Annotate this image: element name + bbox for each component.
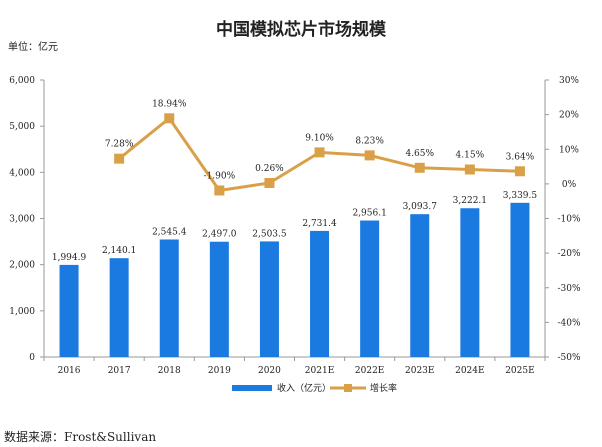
growth-line: 7.28% 18.94% -1.90% 0.26% 9.10% 8.23% 4.65% 4.1… [105,99,535,196]
bar-value-label: 2,497.0 [202,230,237,240]
legend-bar-label: 收入（亿元） [277,382,331,394]
bar [159,239,179,357]
right-tick-label: 10% [559,145,579,155]
axes: 0 1,000 2,000 3,000 4,000 5,000 6,000 -50% -40% -… [9,76,581,376]
bar-value-label: 2,731.4 [302,219,337,229]
growth-value-label: 9.10% [305,133,334,143]
right-tick-label: -40% [557,318,580,328]
left-tick-label: 3,000 [9,215,35,225]
bar-value-label: 3,222.1 [453,196,487,206]
growth-point [314,147,325,158]
bar [209,241,229,357]
left-tick-label: 1,000 [9,307,35,317]
legend-bar-swatch [232,385,272,391]
x-tick-label: 2022E [355,366,384,376]
bar [360,220,380,357]
bar [410,214,430,357]
bar [310,230,330,357]
right-tick-label: 0% [562,180,577,190]
x-tick-label: 2025E [505,366,534,376]
right-tick-label: -50% [557,353,580,363]
growth-value-label: 18.94% [152,99,187,109]
growth-value-label: 4.15% [456,151,485,161]
bars: 1,994.9 2,140.1 2,545.4 2,497.0 2,503.5 2,731… [52,191,538,357]
x-tick-label: 2019 [208,366,231,376]
bar-value-label: 3,093.7 [403,202,438,212]
growth-value-label: 8.23% [355,136,384,146]
left-tick-label: 5,000 [9,122,35,132]
bar [109,258,129,357]
growth-point [464,164,475,175]
source-note: 数据来源：Frost&Sullivan [4,429,156,444]
left-tick-label: 4,000 [9,168,35,178]
bar [460,208,480,357]
right-tick-label: 30% [559,76,579,86]
chart-title: 中国模拟芯片市场规模 [216,19,387,40]
growth-value-label: 4.65% [405,149,434,159]
right-tick-label: -30% [557,284,580,294]
bar-value-label: 1,994.9 [52,253,87,263]
legend-line-marker [344,384,352,392]
growth-point [114,153,125,164]
right-tick-label: -20% [557,249,580,259]
bar-value-label: 2,956.1 [352,209,386,219]
growth-value-label: 0.26% [255,164,284,174]
growth-point [214,185,225,196]
growth-point [514,166,525,177]
left-tick-label: 6,000 [9,76,35,86]
x-tick-label: 2020 [258,366,281,376]
bar-value-label: 2,140.1 [102,246,136,256]
growth-point [264,177,275,188]
bar-value-label: 2,545.4 [152,227,187,237]
x-tick-label: 2018 [158,366,181,376]
bar-value-label: 3,339.5 [503,191,538,201]
left-tick-label: 2,000 [9,261,35,271]
right-tick-label: 20% [559,111,579,121]
x-tick-label: 2016 [58,366,81,376]
growth-point [364,150,375,161]
bar [510,202,530,357]
growth-value-label: -1.90% [204,171,236,181]
bar-value-label: 2,503.5 [252,229,287,239]
x-tick-label: 2024E [455,366,484,376]
right-tick-label: -10% [557,215,580,225]
bar [259,241,279,357]
x-tick-label: 2021E [305,366,334,376]
bar [59,264,79,357]
x-tick-label: 2017 [108,366,131,376]
growth-value-label: 7.28% [105,140,134,150]
growth-point [164,113,175,124]
x-tick-label: 2023E [405,366,434,376]
legend: 收入（亿元） 增长率 [232,382,397,394]
legend-line-label: 增长率 [370,382,397,394]
left-tick-label: 0 [29,353,35,363]
unit-label: 单位：亿元 [8,40,58,53]
growth-point [414,162,425,173]
growth-value-label: 3.64% [506,152,535,162]
